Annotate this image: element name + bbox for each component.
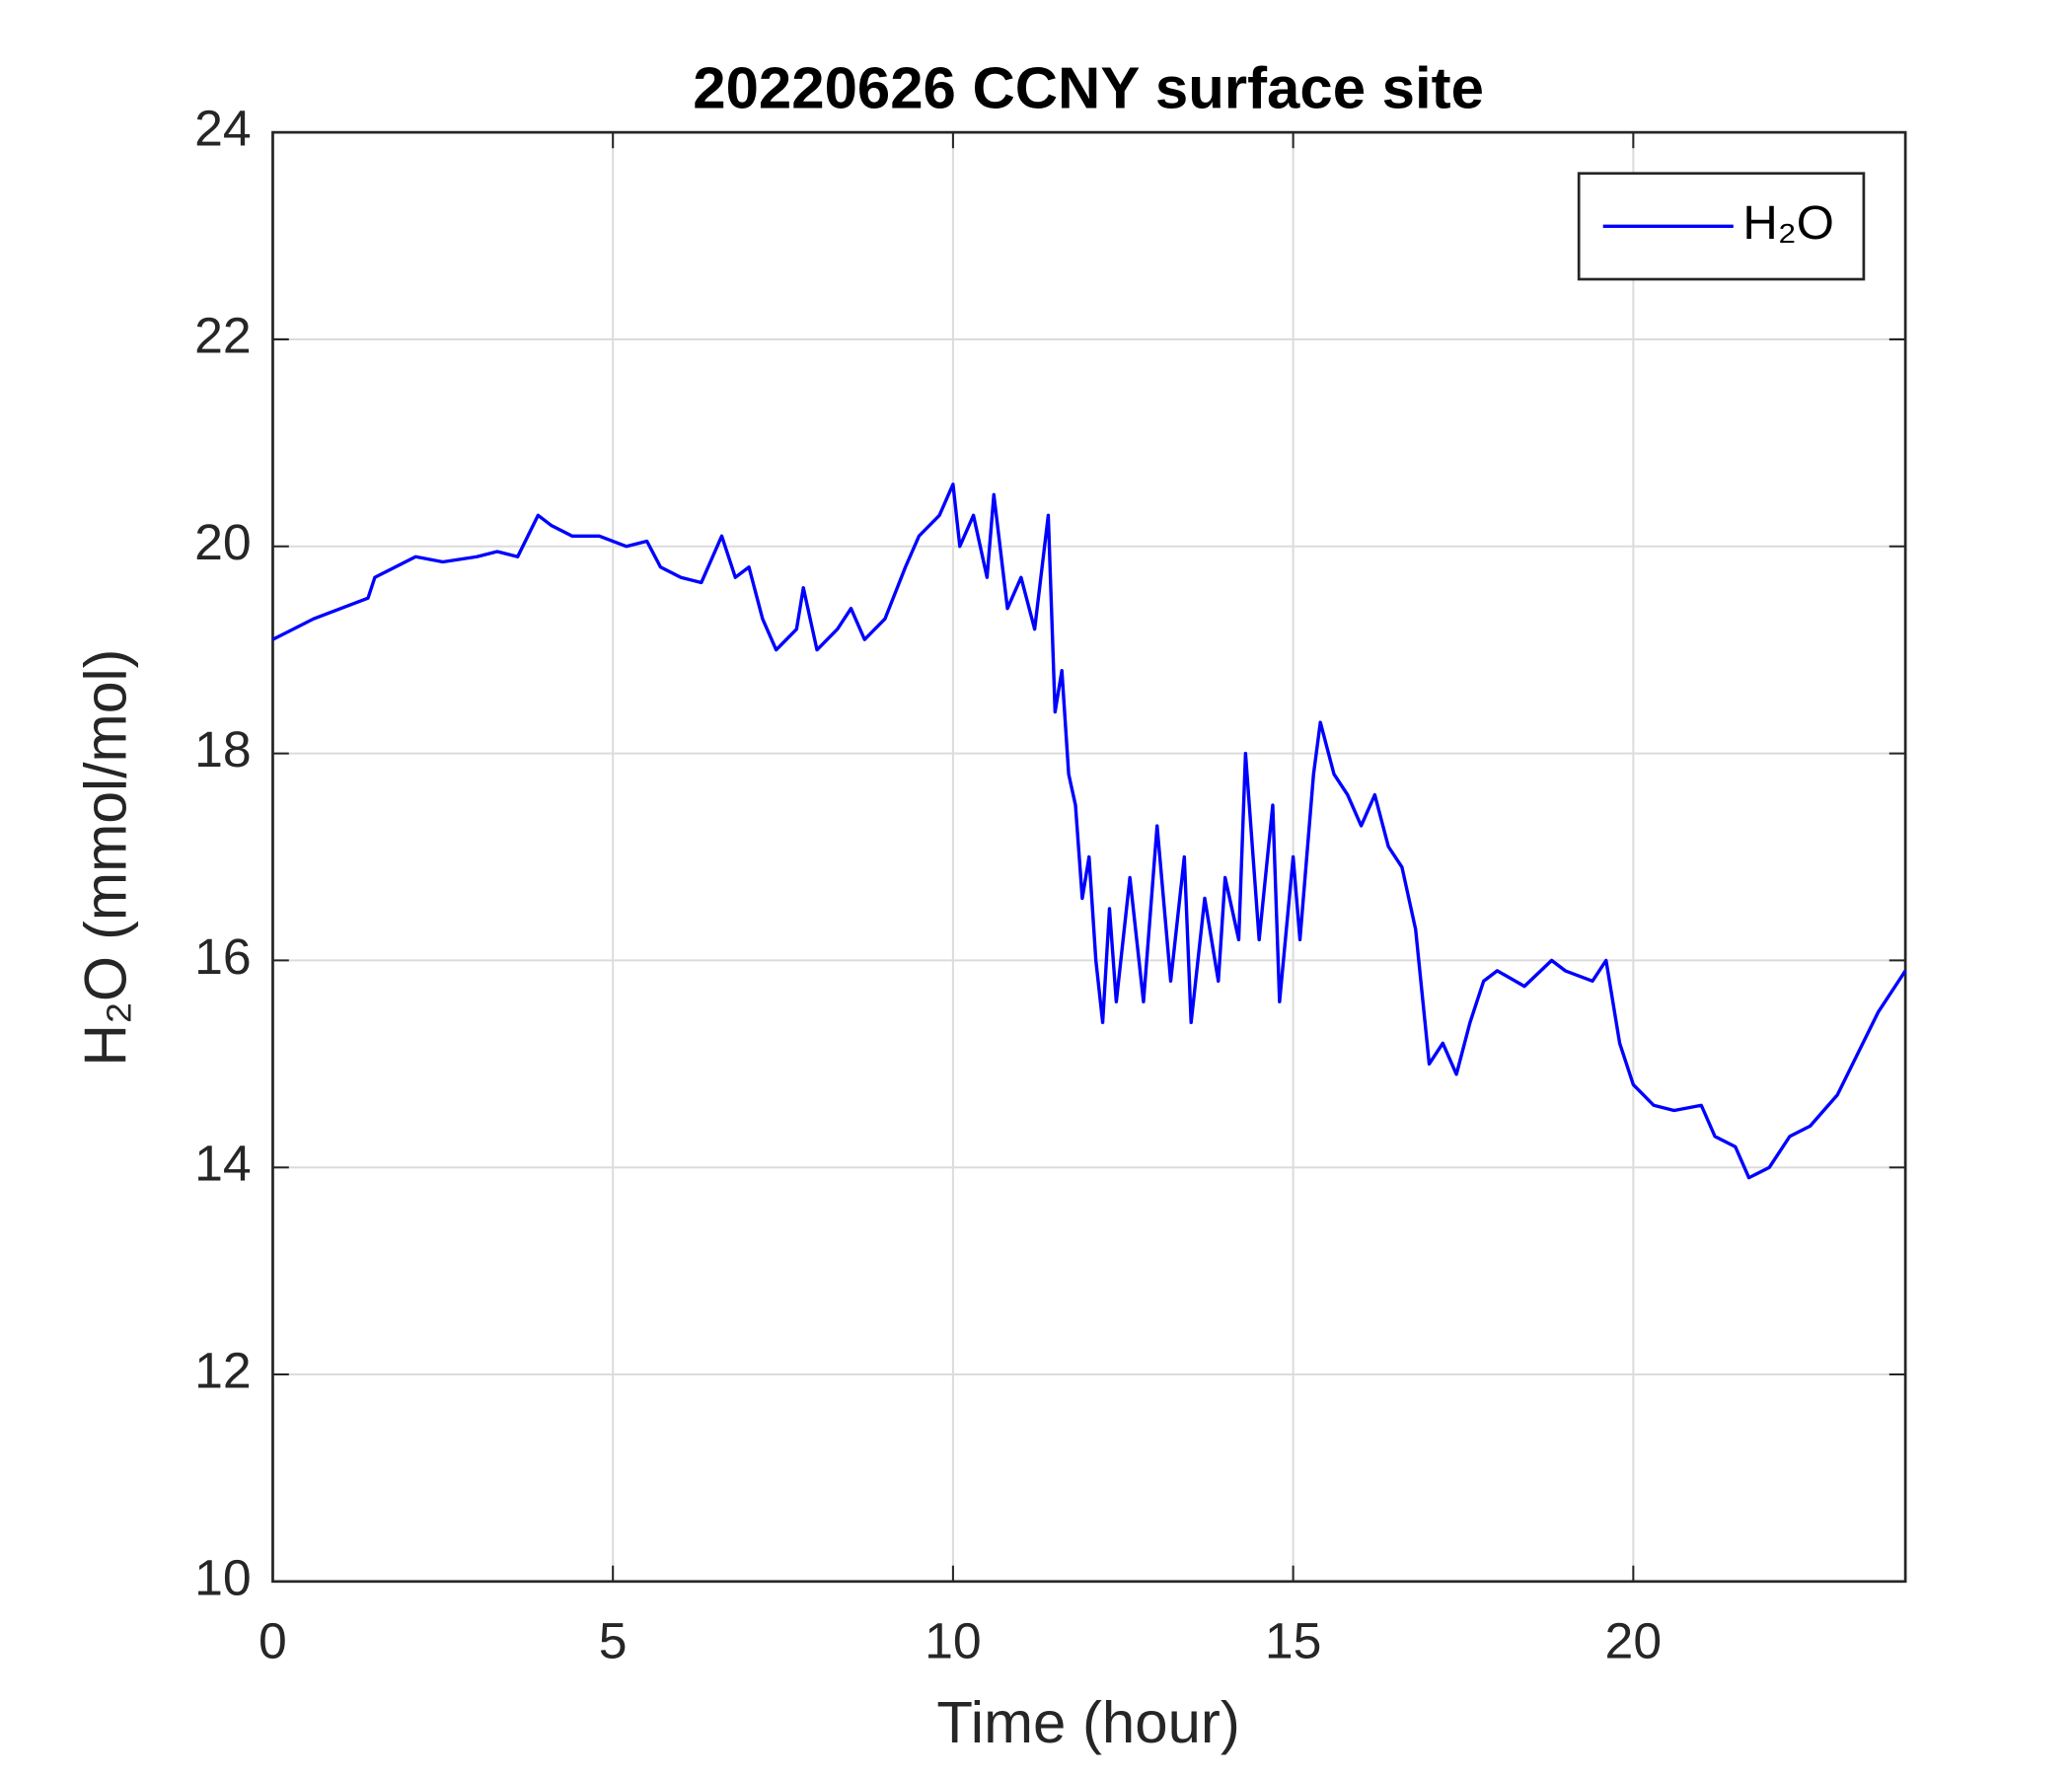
x-axis-label: Time (hour) bbox=[936, 1689, 1239, 1754]
y-tick-label: 14 bbox=[194, 1136, 252, 1192]
x-tick-label: 5 bbox=[599, 1613, 628, 1669]
y-tick-label: 22 bbox=[194, 308, 252, 364]
y-tick-label: 16 bbox=[194, 928, 252, 985]
y-tick-label: 18 bbox=[194, 721, 252, 777]
data-line bbox=[271, 482, 1907, 1180]
x-tick-label: 0 bbox=[259, 1613, 287, 1669]
x-tick-label: 10 bbox=[925, 1613, 982, 1669]
y-tick-label: 12 bbox=[194, 1343, 252, 1399]
y-tick-label: 10 bbox=[194, 1550, 252, 1606]
x-tick-label: 20 bbox=[1605, 1613, 1663, 1669]
plot-frame bbox=[271, 130, 1907, 1584]
y-tick-label: 24 bbox=[194, 101, 252, 157]
chart-title: 20220626 CCNY surface site bbox=[693, 55, 1484, 120]
legend-label: H₂O bbox=[1742, 196, 1834, 250]
y-axis-label: H₂O (mmol/mol) bbox=[72, 649, 139, 1067]
x-tick-label: 15 bbox=[1265, 1613, 1322, 1669]
y-tick-label: 20 bbox=[194, 515, 252, 571]
